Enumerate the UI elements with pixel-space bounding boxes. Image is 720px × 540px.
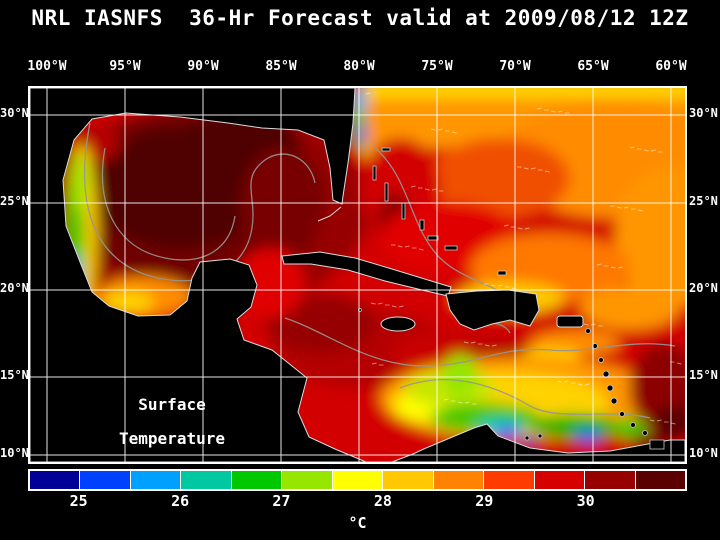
- colorbar-segment: [230, 471, 282, 489]
- lat-tick-label: 30°N: [0, 106, 29, 120]
- colorbar-tick-label: 26: [171, 492, 190, 510]
- lat-tick-label: 10°N: [0, 446, 29, 460]
- colorbar-segment: [533, 471, 585, 489]
- colorbar-segment: [584, 471, 635, 489]
- lat-tick-label: 25°N: [0, 194, 29, 208]
- map-label-surface: Surface: [138, 395, 205, 414]
- colorbar-segment: [382, 471, 433, 489]
- sst-map: Surface Temperature: [30, 88, 685, 462]
- lon-tick-label: 70°W: [499, 59, 531, 74]
- colorbar-segment: [432, 471, 484, 489]
- map-label-temperature: Temperature: [119, 429, 225, 448]
- land-mainland: [30, 88, 685, 462]
- lon-tick-label: 90°W: [187, 59, 219, 74]
- colorbar-segment: [180, 471, 231, 489]
- map-area: Surface Temperature: [28, 86, 687, 464]
- bahamas: [372, 147, 507, 276]
- colorbar-tick-label: 29: [475, 492, 494, 510]
- colorbar-segment: [129, 471, 181, 489]
- colorbar-tick-label: 27: [272, 492, 291, 510]
- lat-tick-label: 15°N: [689, 368, 718, 382]
- lat-tick-label: 20°N: [689, 281, 718, 295]
- colorbar-tick-label: 30: [576, 492, 595, 510]
- colorbar-ticks: 25 26 27 28 29 30: [28, 492, 687, 510]
- lon-tick-label: 65°W: [577, 59, 609, 74]
- colorbar-segment: [331, 471, 383, 489]
- island-puerto-rico: [556, 315, 584, 328]
- lat-tick-label: 25°N: [689, 194, 718, 208]
- colorbar-tick-label: 25: [69, 492, 88, 510]
- lon-tick-label: 75°W: [421, 59, 453, 74]
- graticule: [30, 88, 685, 462]
- current-vectors: [365, 92, 682, 425]
- lat-tick-label: 20°N: [0, 281, 29, 295]
- colorbar-segment: [281, 471, 332, 489]
- colorbar-segment: [483, 471, 534, 489]
- colorbar-segment: [79, 471, 130, 489]
- lon-tick-label: 85°W: [265, 59, 297, 74]
- lat-tick-label: 10°N: [689, 446, 718, 460]
- lon-tick-label: 80°W: [343, 59, 375, 74]
- lon-tick-label: 100°W: [27, 59, 67, 74]
- land-mask: [30, 88, 685, 462]
- lon-tick-label: 60°W: [655, 59, 687, 74]
- lat-tick-label: 30°N: [689, 106, 718, 120]
- colorbar-tick-label: 28: [373, 492, 392, 510]
- lon-tick-label: 95°W: [109, 59, 141, 74]
- colorbar-unit-label: °C: [348, 514, 367, 532]
- figure-title: NRL IASNFS 36-Hr Forecast valid at 2009/…: [31, 6, 689, 30]
- colorbar-segment: [30, 471, 80, 489]
- colorbar: [28, 469, 687, 491]
- colorbar-segment: [634, 471, 686, 489]
- island-hispaniola: [445, 289, 540, 331]
- lat-tick-label: 15°N: [0, 368, 29, 382]
- island-jamaica: [380, 316, 416, 332]
- florida-keys: [317, 206, 342, 222]
- lesser-antilles: [358, 308, 665, 450]
